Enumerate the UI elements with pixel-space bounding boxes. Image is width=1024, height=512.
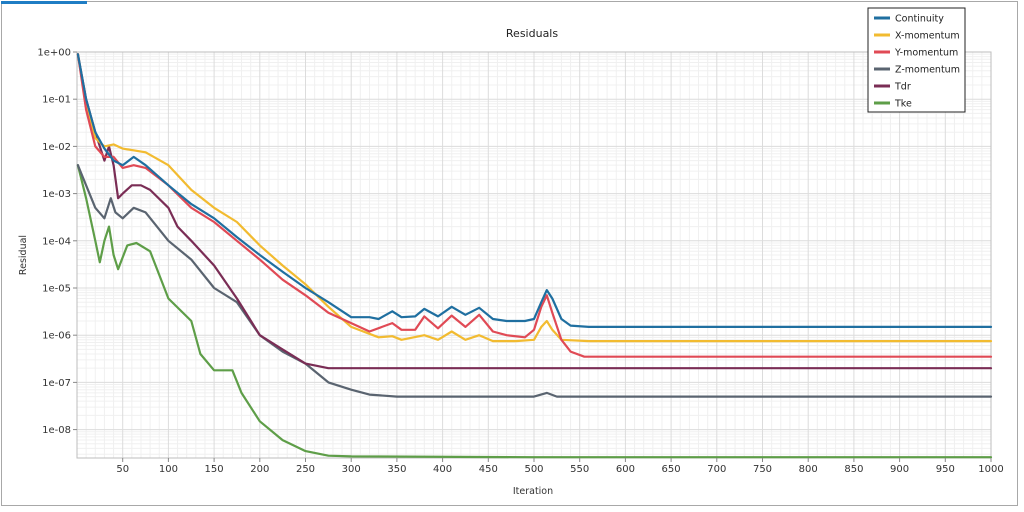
y-axis-title: Residual — [18, 235, 29, 275]
y-tick-label: 1e-08 — [42, 425, 71, 436]
x-tick-label: 450 — [479, 464, 498, 475]
x-tick-label: 300 — [342, 464, 361, 475]
legend-label-z-momentum[interactable]: Z-momentum — [895, 65, 960, 76]
x-tick-label: 350 — [387, 464, 406, 475]
x-tick-label: 250 — [296, 464, 315, 475]
chart-title: Residuals — [506, 27, 558, 40]
x-tick-label: 200 — [250, 464, 269, 475]
series-line-tke — [76, 164, 993, 459]
x-tick-label: 800 — [799, 464, 818, 475]
x-axis-title: Iteration — [513, 486, 553, 497]
series-line-x-momentum — [76, 53, 993, 343]
x-tick-label: 600 — [616, 464, 635, 475]
legend[interactable]: Continuity X-momentum Y-momentum Z-momentum… — [867, 7, 966, 113]
x-tick-label: 750 — [753, 464, 772, 475]
legend-label-y-momentum[interactable]: Y-momentum — [894, 48, 958, 59]
series-lines — [76, 53, 993, 459]
active-tab-indicator — [1, 1, 87, 4]
legend-label-tdr[interactable]: Tdr — [894, 82, 911, 93]
legend-box — [867, 7, 966, 113]
y-tick-label: 1e-07 — [42, 378, 71, 389]
x-tick-label: 650 — [662, 464, 681, 475]
y-tick-label: 1e-02 — [42, 142, 71, 153]
x-tick-label: 1000 — [978, 464, 1003, 475]
legend-label-continuity[interactable]: Continuity — [895, 14, 944, 25]
x-axis-ticks: 50 100 150 200 250 300 350 400 450 500 550 600 650 70… — [116, 458, 1004, 475]
y-tick-label: 1e-01 — [42, 95, 71, 106]
legend-label-tke[interactable]: Tke — [894, 99, 912, 110]
x-tick-label: 500 — [524, 464, 543, 475]
x-tick-label: 700 — [707, 464, 726, 475]
x-tick-label: 950 — [936, 464, 955, 475]
y-tick-label: 1e-03 — [42, 189, 71, 200]
legend-label-x-momentum[interactable]: X-momentum — [895, 31, 960, 42]
x-tick-label: 400 — [433, 464, 452, 475]
x-tick-label: 100 — [159, 464, 178, 475]
x-tick-label: 550 — [570, 464, 589, 475]
y-tick-label: 1e+00 — [37, 48, 71, 59]
x-tick-label: 50 — [116, 464, 129, 475]
x-tick-label: 900 — [890, 464, 909, 475]
series-line-y-momentum — [76, 53, 993, 358]
y-tick-label: 1e-06 — [42, 331, 71, 342]
x-tick-label: 850 — [844, 464, 863, 475]
y-tick-label: 1e-05 — [42, 283, 71, 294]
series-line-continuity — [76, 53, 993, 328]
series-line-tdr — [76, 53, 993, 370]
y-tick-label: 1e-04 — [42, 236, 71, 247]
series-line-z-momentum — [76, 164, 993, 398]
x-tick-label: 150 — [205, 464, 224, 475]
y-axis-ticks: 1e+00 1e-01 1e-02 1e-03 1e-04 1e-05 1e-06 1e-07… — [37, 48, 77, 436]
